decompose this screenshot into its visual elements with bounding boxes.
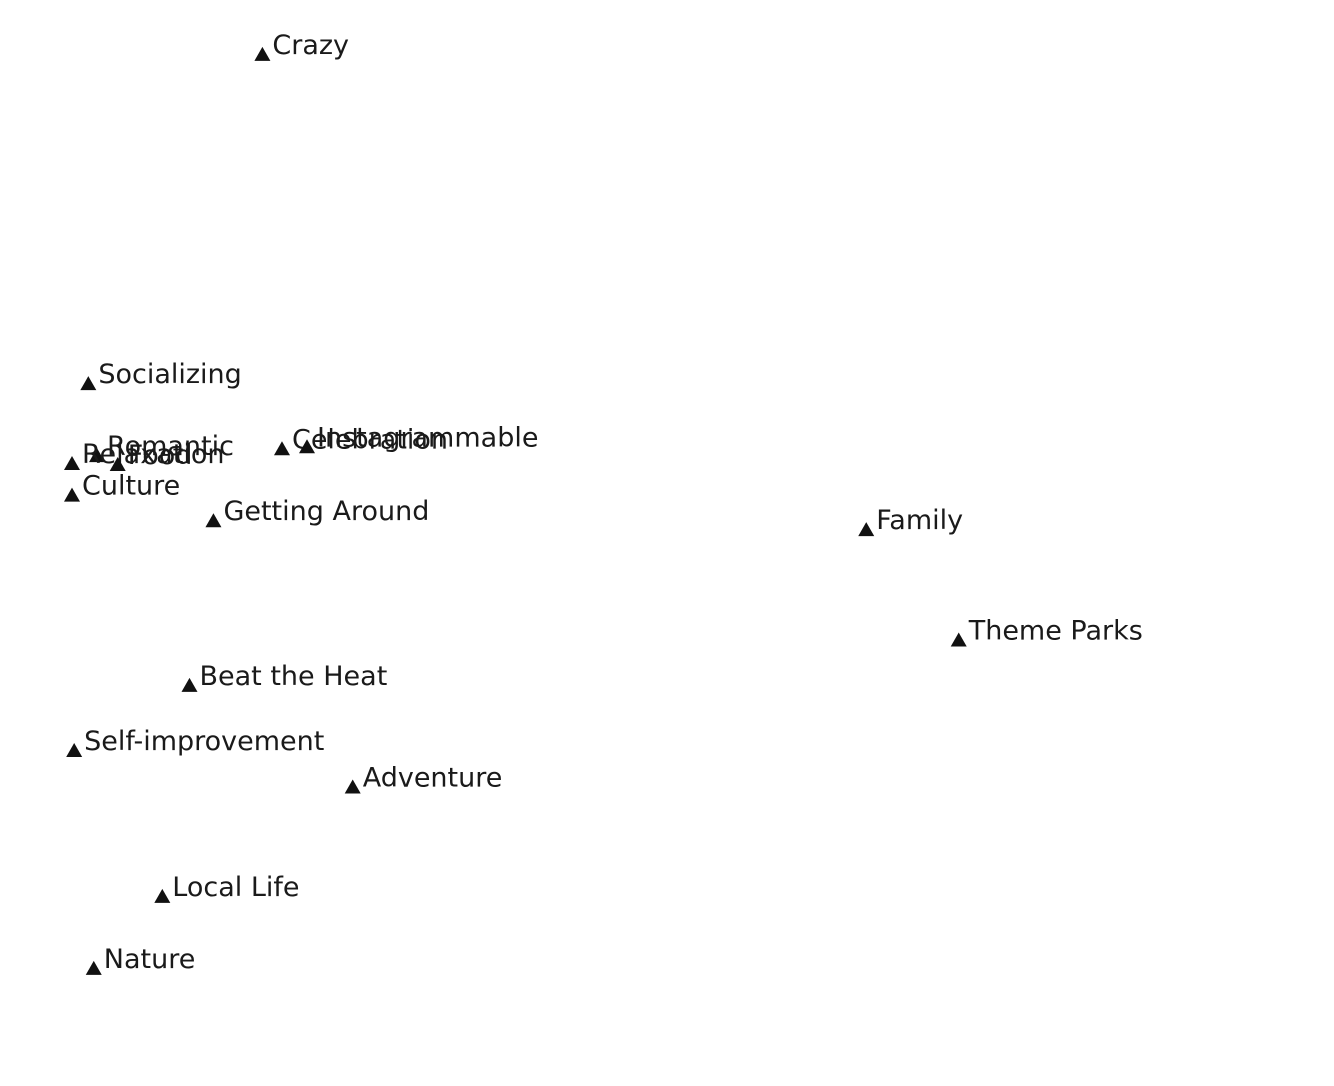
triangle-marker [109, 457, 126, 472]
data-point-self-improvement: Self-improvement [66, 726, 324, 757]
data-point-instagrammable: Instagrammable [299, 422, 538, 454]
point-label: Family [876, 505, 963, 536]
data-point-relaxation: Relaxation [64, 439, 224, 471]
point-label: Culture [82, 471, 180, 502]
data-point-socializing: Socializing [80, 359, 242, 391]
point-label: Beat the Heat [200, 661, 388, 692]
data-point-local-life: Local Life [154, 872, 300, 903]
data-point-culture: Culture [64, 471, 180, 502]
data-point-adventure: Adventure [344, 762, 503, 794]
point-label: Celebration [292, 424, 448, 455]
point-label: Local Life [172, 872, 299, 903]
triangle-marker [344, 779, 361, 794]
triangle-marker [80, 376, 97, 391]
triangle-marker [89, 448, 106, 463]
triangle-marker [205, 513, 222, 528]
data-point-getting-around: Getting Around [205, 496, 429, 528]
data-point-nature: Nature [85, 944, 196, 975]
triangle-marker [64, 456, 80, 471]
data-point-theme-parks: Theme Parks [950, 616, 1143, 647]
point-label: Getting Around [223, 496, 429, 527]
triangle-marker [85, 960, 102, 975]
plot-area: Crazy Socializing CelebrationInstagrammabl… [64, 30, 1143, 975]
triangle-marker [66, 742, 83, 757]
data-point-romantic: Romantic [89, 431, 234, 463]
triangle-marker [273, 441, 290, 456]
point-label: Nature [104, 944, 196, 975]
triangle-marker [64, 487, 80, 502]
data-point-family: Family [858, 505, 963, 537]
data-point-crazy: Crazy [254, 30, 349, 61]
point-label: Socializing [98, 359, 241, 390]
triangle-marker [858, 522, 875, 537]
triangle-marker [154, 888, 171, 903]
point-label: Theme Parks [968, 616, 1143, 647]
triangle-marker [181, 677, 198, 692]
point-label: Food [128, 440, 193, 471]
triangle-marker [254, 46, 271, 61]
data-point-celebration: Celebration [273, 424, 448, 456]
point-label: Relaxation [82, 439, 224, 470]
triangle-marker [950, 632, 967, 647]
data-point-food: Food [109, 440, 193, 472]
point-label: Self-improvement [84, 726, 324, 757]
point-label: Adventure [363, 762, 503, 793]
data-point-beat-the-heat: Beat the Heat [181, 661, 388, 692]
point-label: Instagrammable [317, 422, 538, 453]
point-label: Romantic [107, 431, 234, 462]
triangle-marker [299, 439, 316, 454]
point-label: Crazy [272, 30, 349, 61]
